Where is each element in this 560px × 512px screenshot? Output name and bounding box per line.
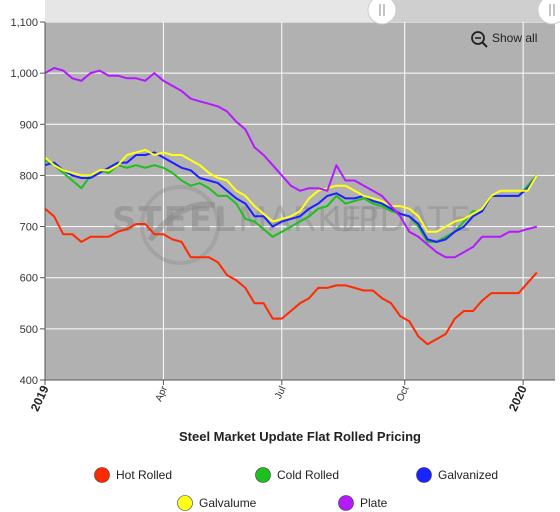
y-tick-label: 1,100 bbox=[10, 17, 38, 29]
x-tick-label: Oct bbox=[395, 384, 412, 403]
navigator-window[interactable] bbox=[380, 0, 555, 22]
show-all-button[interactable]: Show all bbox=[471, 31, 537, 48]
navigator-handle-right[interactable] bbox=[537, 0, 560, 25]
y-tick-label: 500 bbox=[20, 324, 38, 336]
zoom-out-icon[interactable] bbox=[471, 31, 485, 45]
legend-marker[interactable] bbox=[338, 495, 354, 511]
x-tick-label: Apr bbox=[154, 384, 171, 403]
series-line-hot-rolled[interactable] bbox=[45, 207, 538, 346]
legend-marker[interactable] bbox=[94, 467, 110, 483]
legend-marker[interactable] bbox=[416, 467, 432, 483]
x-axis-ticks: 2019 Apr Jul Oct 2020 bbox=[28, 380, 530, 413]
legend-marker[interactable] bbox=[177, 495, 193, 511]
legend-item-galvalume[interactable]: Galvalume bbox=[177, 495, 257, 511]
show-all-label[interactable]: Show all bbox=[492, 31, 537, 45]
y-tick-label: 1,000 bbox=[10, 68, 38, 80]
legend-item-galvanized[interactable]: Galvanized bbox=[416, 467, 499, 483]
y-tick-label: 700 bbox=[20, 222, 38, 234]
series-group bbox=[45, 67, 538, 346]
legend-label[interactable]: Hot Rolled bbox=[116, 468, 172, 482]
y-axis-ticks: 400 500 600 700 800 900 1,000 1,100 bbox=[10, 17, 45, 387]
x-tick-label: 2019 bbox=[28, 383, 52, 413]
watermark-word-1: STEEL bbox=[112, 200, 238, 240]
legend-label[interactable]: Cold Rolled bbox=[277, 468, 339, 482]
y-tick-label: 900 bbox=[20, 119, 38, 131]
navigator-handle-left[interactable] bbox=[367, 0, 397, 25]
legend-marker[interactable] bbox=[255, 467, 271, 483]
legend-label[interactable]: Plate bbox=[360, 496, 388, 510]
y-tick-label: 600 bbox=[20, 273, 38, 285]
legend-label[interactable]: Galvanized bbox=[438, 468, 498, 482]
series-line-galvalume[interactable] bbox=[45, 148, 538, 233]
chart-title: Steel Market Update Flat Rolled Pricing bbox=[179, 429, 421, 444]
legend-label[interactable]: Galvalume bbox=[199, 496, 257, 510]
legend-item-hot-rolled[interactable]: Hot Rolled bbox=[94, 467, 173, 483]
legend: Hot Rolled Cold Rolled Galvanized Galvalume… bbox=[94, 467, 499, 511]
y-tick-label: 800 bbox=[20, 170, 38, 182]
x-tick-label: 2020 bbox=[506, 383, 530, 413]
legend-item-cold-rolled[interactable]: Cold Rolled bbox=[255, 467, 340, 483]
y-tick-label: 400 bbox=[20, 375, 38, 387]
legend-item-plate[interactable]: Plate bbox=[338, 495, 388, 511]
series-line-galvanized[interactable] bbox=[45, 151, 538, 243]
series-line-plate[interactable] bbox=[45, 67, 538, 259]
watermark-logo: STEEL MARKET UPDATE bbox=[112, 185, 471, 265]
plot-area bbox=[45, 22, 555, 380]
x-tick-label: Jul bbox=[273, 385, 288, 401]
